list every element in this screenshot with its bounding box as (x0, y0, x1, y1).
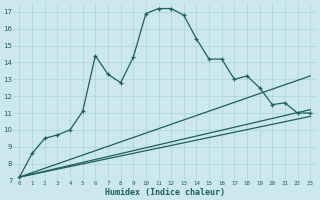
X-axis label: Humidex (Indice chaleur): Humidex (Indice chaleur) (105, 188, 225, 197)
